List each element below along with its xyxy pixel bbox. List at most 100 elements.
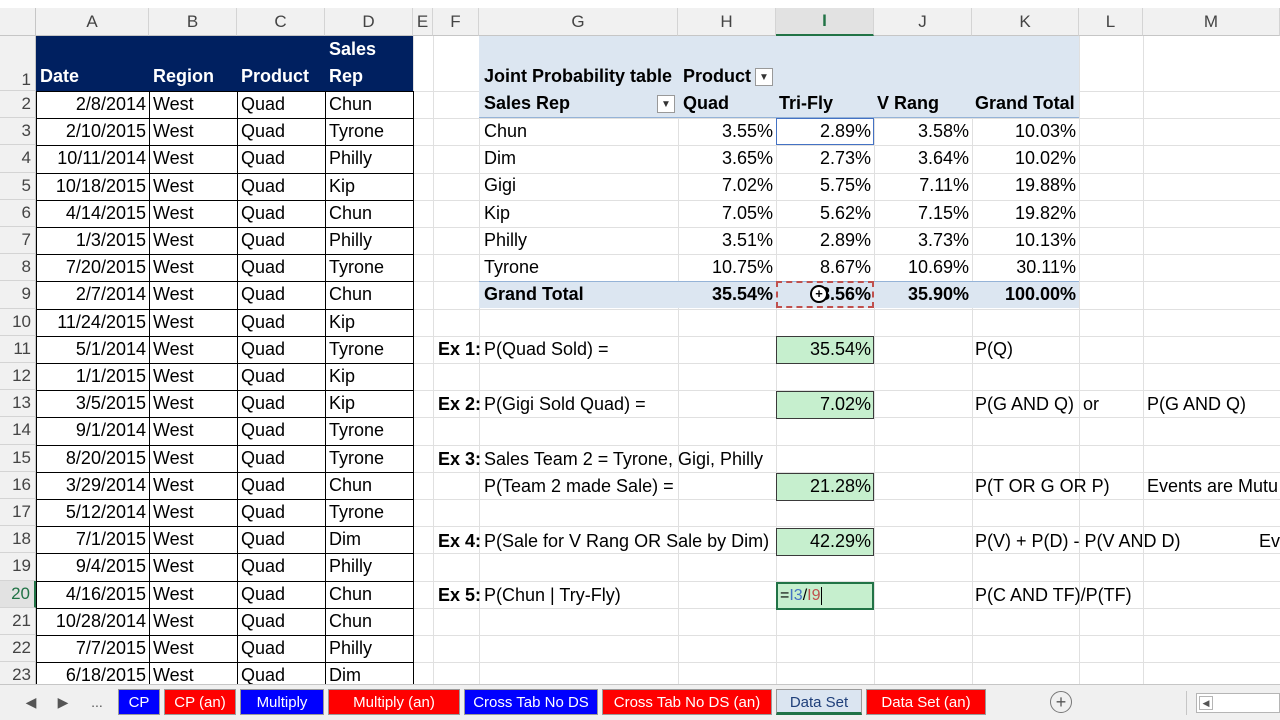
column-header-a[interactable]: A [36,8,149,36]
data-rep-cell[interactable]: Tyrone [329,338,385,359]
data-region-cell[interactable]: West [153,447,194,468]
ex2-note[interactable]: P(G AND Q) [975,394,1075,414]
ex2-or[interactable]: or [1083,394,1100,414]
ex3-label[interactable]: Ex 3: [438,449,482,469]
pivot-value-vrang[interactable]: 7.11% [919,175,969,196]
sheet-tab-cp-an[interactable]: CP (an) [164,689,236,715]
pivot-value-quad[interactable]: 3.55% [721,121,773,141]
sheet-tab-data-set-an[interactable]: Data Set (an) [866,689,986,715]
data-product-cell[interactable]: Quad [241,94,286,114]
pivot-value-trifly[interactable]: 8.67% [819,257,871,277]
ex4-note2[interactable]: Eve [1259,531,1280,551]
ex1-label[interactable]: Ex 1: [438,339,482,359]
row-header-16[interactable]: 16 [0,471,36,499]
data-region-cell[interactable]: West [153,230,194,250]
row-header-19[interactable]: 19 [0,553,36,581]
data-date-cell[interactable]: 2/10/2015 [65,121,146,142]
row-header-21[interactable]: 21 [0,607,36,635]
data-region-cell[interactable]: West [153,529,194,550]
ex3-text2[interactable]: P(Team 2 made Sale) = [484,476,674,496]
ex3-note[interactable]: P(T OR G OR P) [975,476,1110,496]
data-date-cell[interactable]: 5/1/2014 [75,338,146,359]
pivot-row-label[interactable]: Philly [484,229,528,250]
pivot-value-vrang[interactable]: 3.58% [917,121,969,141]
data-product-cell[interactable]: Quad [241,230,286,250]
pivot-value-grand-total[interactable]: 10.13% [1014,229,1076,250]
data-rep-cell[interactable]: Chun [329,583,373,604]
pivot-value-quad[interactable]: 3.65% [721,148,773,169]
data-region-cell[interactable]: West [153,94,194,114]
header-sales-rep-line1[interactable]: Sales [329,39,377,59]
pivot-col-header-grand-total[interactable]: Grand Total [975,93,1075,113]
pivot-value-quad[interactable]: 3.51% [721,229,773,250]
data-rep-cell[interactable]: Kip [329,366,356,386]
pivot-row-label[interactable]: Chun [484,121,528,141]
data-rep-cell[interactable]: Tyrone [329,420,385,441]
sheet-tab-cross-tab-no-ds[interactable]: Cross Tab No DS [464,689,598,715]
pivot-value-quad[interactable]: 7.05% [721,202,773,223]
data-region-cell[interactable]: West [153,311,194,332]
header-region[interactable]: Region [153,66,214,86]
sales-rep-filter-dropdown[interactable]: ▼ [657,95,675,113]
pivot-row-field[interactable]: Sales Rep [484,93,571,113]
data-product-cell[interactable]: Quad [241,366,286,386]
pivot-row-label[interactable]: Tyrone [484,257,540,277]
pivot-col-header-quad[interactable]: Quad [683,93,730,113]
data-product-cell[interactable]: Quad [241,474,286,495]
row-header-1[interactable]: 1 [0,36,36,91]
pivot-value-grand-total[interactable]: 10.02% [1014,148,1076,169]
data-region-cell[interactable]: West [153,338,194,359]
column-header-j[interactable]: J [874,8,972,36]
pivot-title[interactable]: Joint Probability table [484,66,673,86]
ex3-note2[interactable]: Events are Mutu [1147,476,1279,496]
row-header-20[interactable]: 20 [0,580,36,608]
sheet-tab-multiply-an[interactable]: Multiply (an) [328,689,460,715]
data-product-cell[interactable]: Quad [241,583,286,604]
column-header-m[interactable]: M [1143,8,1280,36]
data-date-cell[interactable]: 7/1/2015 [75,529,146,550]
data-region-cell[interactable]: West [153,474,194,495]
data-region-cell[interactable]: West [153,610,194,631]
row-header-22[interactable]: 22 [0,635,36,663]
tab-more-ellipsis[interactable]: ... [91,694,103,710]
data-rep-cell[interactable]: Chun [329,94,373,114]
row-header-18[interactable]: 18 [0,526,36,554]
pivot-value-quad[interactable]: 10.75% [711,257,773,277]
pivot-value-trifly[interactable]: 2.89% [819,121,871,141]
data-date-cell[interactable]: 5/12/2014 [65,502,146,522]
sheet-tab-cp[interactable]: CP [118,689,160,715]
ex5-active-cell[interactable] [776,582,874,610]
pivot-value-trifly[interactable]: 2.73% [819,148,871,169]
ex4-result[interactable]: 42.29% [809,531,871,551]
pivot-value-vrang[interactable]: 3.64% [917,148,969,169]
data-rep-cell[interactable]: Chun [329,284,373,305]
data-rep-cell[interactable]: Philly [329,638,373,658]
pivot-total-vrang[interactable]: 35.90% [907,284,969,304]
data-rep-cell[interactable]: Chun [329,202,373,223]
ex4-label[interactable]: Ex 4: [438,531,482,551]
row-header-6[interactable]: 6 [0,199,36,227]
pivot-value-grand-total[interactable]: 19.82% [1014,202,1076,223]
data-date-cell[interactable]: 6/18/2015 [65,665,146,684]
horizontal-scrollbar[interactable]: ◀ [1196,693,1280,713]
data-product-cell[interactable]: Quad [241,121,286,142]
pivot-value-grand-total[interactable]: 30.11% [1016,257,1076,277]
data-date-cell[interactable]: 8/20/2015 [65,447,146,468]
data-rep-cell[interactable]: Chun [329,474,373,495]
data-date-cell[interactable]: 3/5/2015 [75,393,146,414]
row-header-15[interactable]: 15 [0,444,36,472]
pivot-value-vrang[interactable]: 7.15% [917,202,969,223]
row-header-9[interactable]: 9 [0,281,36,309]
pivot-value-trifly[interactable]: 5.75% [819,175,871,196]
data-product-cell[interactable]: Quad [241,284,286,305]
ex5-note[interactable]: P(C AND TF)/P(TF) [975,585,1132,605]
data-rep-cell[interactable]: Tyrone [329,502,385,522]
data-rep-cell[interactable]: Dim [329,529,361,550]
data-rep-cell[interactable]: Philly [329,230,373,250]
data-rep-cell[interactable]: Tyrone [329,447,385,468]
data-date-cell[interactable]: 1/3/2015 [75,230,146,250]
data-rep-cell[interactable]: Tyrone [329,121,385,142]
column-header-d[interactable]: D [325,8,413,36]
data-date-cell[interactable]: 4/16/2015 [65,583,146,604]
pivot-col-field[interactable]: Product [683,66,752,86]
